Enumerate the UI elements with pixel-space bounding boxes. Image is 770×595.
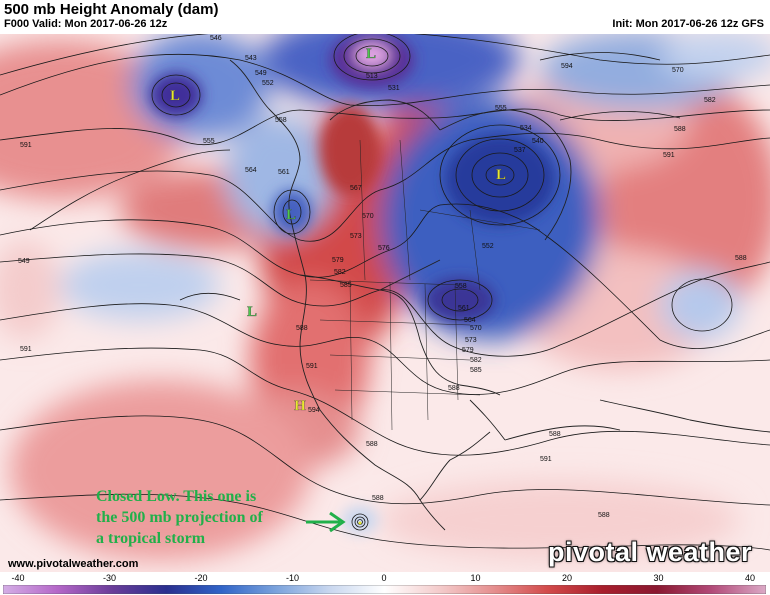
high-pressure-marker: H	[294, 398, 306, 414]
height-contours	[0, 34, 770, 551]
contour-label: 564	[245, 167, 257, 174]
contour-label: 531	[388, 85, 400, 92]
contour-label: 555	[203, 138, 215, 145]
contour-label: 570	[362, 213, 374, 220]
contour-label: 570	[672, 67, 684, 74]
website-url[interactable]: www.pivotalweather.com	[8, 558, 139, 570]
low-pressure-marker: L	[366, 46, 376, 62]
init-time: Init: Mon 2017-06-26 12z GFS	[612, 18, 764, 30]
colorbar-tick-label: -20	[194, 573, 208, 583]
state-borders	[309, 139, 541, 431]
contour-label: 585	[340, 282, 352, 289]
contour-label: 561	[278, 169, 290, 176]
colorbar-tick-label: 10	[470, 573, 481, 583]
low-pressure-marker: L	[247, 304, 257, 320]
colorbar-tick-label: -10	[285, 573, 300, 583]
contour-label: 564	[464, 317, 476, 324]
contour-label: 579	[332, 257, 344, 264]
contour-label: 591	[20, 142, 32, 149]
contour-label: 552	[262, 80, 274, 87]
contour-label: 570	[470, 325, 482, 332]
contour-label: 588	[598, 512, 610, 519]
contour-label: 594	[308, 407, 320, 414]
contour-label: 588	[735, 255, 747, 262]
contour-label: 540	[532, 138, 544, 145]
header: 500 mb Height Anomaly (dam) F000 Valid: …	[0, 0, 770, 34]
contour-label: 582	[470, 357, 482, 364]
colorbar-gradient	[3, 585, 766, 594]
colorbar-bar	[3, 585, 766, 594]
colorbar-tick-label: 20	[561, 573, 573, 583]
contour-label: 537	[514, 147, 526, 154]
contour-label: 549	[255, 70, 267, 77]
contour-label: 576	[378, 245, 390, 252]
contour-label: 573	[465, 337, 477, 344]
brand-logo: pivotal weather	[548, 537, 753, 567]
low-pressure-marker: L	[170, 88, 180, 104]
contour-label: 591	[540, 456, 552, 463]
contour-label: 573	[350, 233, 362, 240]
contour-label: 588	[448, 385, 460, 392]
contour-label: 588	[674, 126, 686, 133]
contour-label: 588	[549, 431, 561, 438]
contour-label: 543	[245, 55, 257, 62]
contour-label: 579	[462, 347, 474, 354]
low-pressure-marker: L	[496, 167, 506, 183]
contour-label: 534	[520, 125, 532, 132]
anomaly-shading	[0, 34, 770, 572]
colorbar-tick-label: 40	[744, 573, 756, 583]
contour-label: 567	[350, 185, 362, 192]
contour-label: 549	[18, 258, 30, 265]
tropical-storm-center	[358, 521, 362, 525]
colorbar-tick-label: 0	[381, 573, 387, 583]
contour-label: 591	[306, 363, 318, 370]
contour-label: 582	[334, 269, 346, 276]
anomaly-map: 546 543 549 552 558 555 564 561 567 570 573 576 579 5…	[0, 34, 770, 572]
coastlines	[229, 59, 770, 531]
contour-label: 591	[663, 152, 675, 159]
pressure-centers: L L L L L H	[170, 46, 506, 525]
contour-label: 588	[366, 441, 378, 448]
contour-label: 558	[455, 283, 467, 290]
contour-label: 552	[482, 243, 494, 250]
contour-label: 561	[458, 305, 470, 312]
contour-label: 546	[210, 35, 222, 42]
contour-label: 555	[495, 105, 507, 112]
contour-label: 585	[470, 367, 482, 374]
contour-label: 594	[561, 63, 573, 70]
contour-label: 588	[372, 495, 384, 502]
colorbar-tick-label: -30	[102, 573, 117, 583]
contour-labels: 546 543 549 552 558 555 564 561 567 570 573 576 579 5…	[18, 35, 747, 519]
contour-label: 591	[20, 346, 32, 353]
colorbar-ticks: -40 -30 -20 -10 0 10 20 30 40	[0, 573, 770, 585]
valid-time: F000 Valid: Mon 2017-06-26 12z	[4, 18, 168, 30]
annotation-arrow	[306, 511, 346, 533]
closed-low-annotation: Closed Low. This one is the 500 mb proje…	[96, 488, 263, 547]
colorbar-tick-label: -40	[11, 573, 25, 583]
map-title: 500 mb Height Anomaly (dam)	[4, 1, 219, 18]
closed-contours	[151, 34, 733, 531]
contour-label: 513	[366, 73, 378, 80]
colorbar-tick-label: 30	[653, 573, 664, 583]
contour-label: 582	[704, 97, 716, 104]
contour-label: 588	[296, 325, 308, 332]
contour-label: 558	[275, 117, 287, 124]
low-pressure-marker: L	[286, 207, 296, 223]
